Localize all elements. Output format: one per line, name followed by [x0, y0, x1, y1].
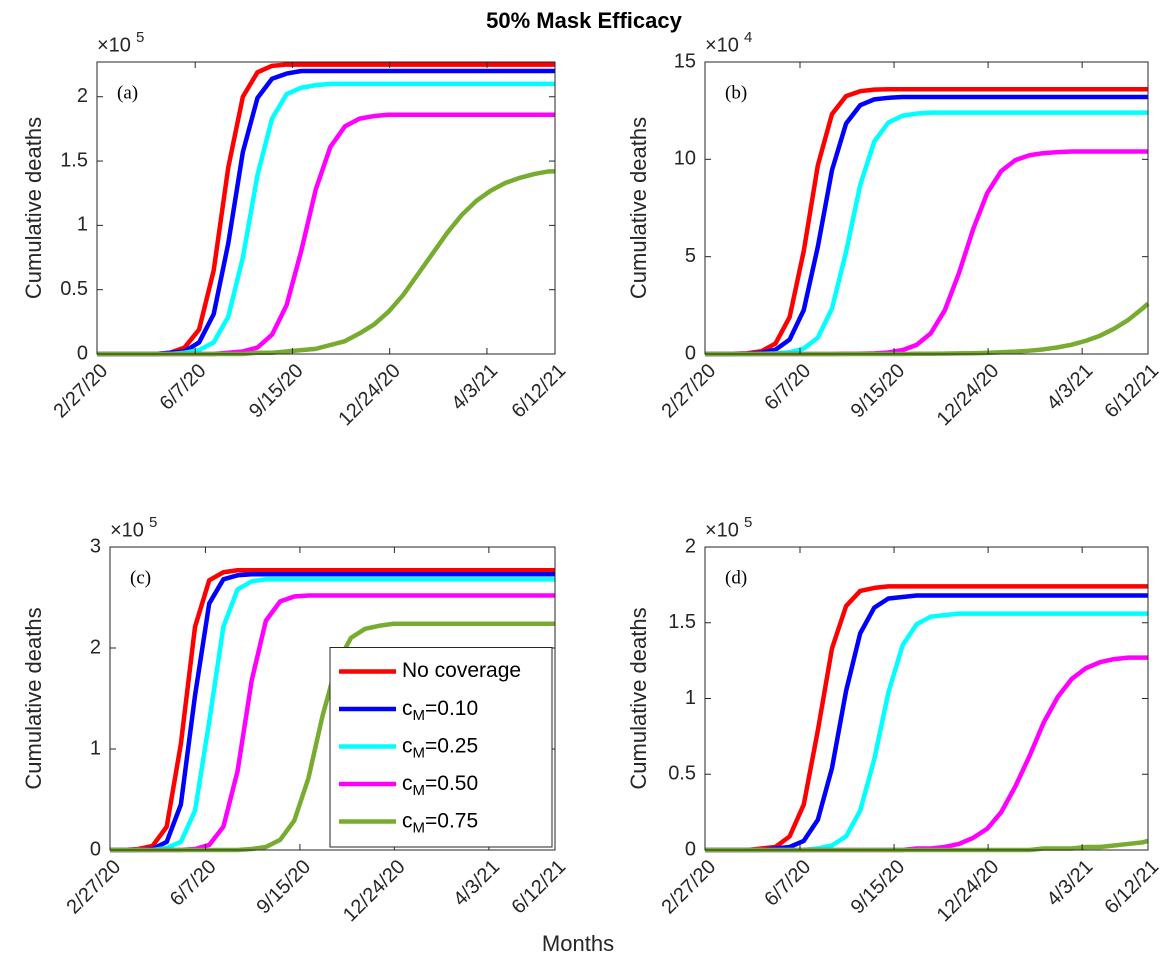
axes-background: [705, 547, 1148, 850]
x-tick-label: 2/27/20: [50, 360, 113, 423]
y-scale-power: 5: [149, 514, 157, 531]
panel-label: (c): [130, 567, 151, 588]
y-tick-label: 0: [77, 342, 88, 364]
axes-frame: [109, 546, 556, 851]
y-tick-label: 10: [674, 148, 696, 170]
y-tick-label: 0: [685, 838, 696, 860]
legend-label: cM=0.50: [402, 772, 478, 799]
x-tick-label: 6/7/20: [166, 856, 221, 911]
y-tick-label: 1: [685, 687, 696, 709]
x-tick-label: 4/3/21: [1043, 856, 1098, 911]
y-axis-label: Cumulative deaths: [21, 607, 46, 789]
x-tick-label: 9/15/20: [847, 856, 910, 919]
x-tick-label: 6/7/20: [156, 360, 211, 415]
x-tick-label: 6/12/21: [508, 856, 571, 919]
y-tick-label: 2: [90, 636, 101, 658]
y-scale-power: 5: [136, 29, 144, 46]
y-tick-label: 0: [90, 838, 101, 860]
x-tick-label: 4/3/21: [449, 856, 504, 911]
y-scale-base: ×10: [110, 519, 144, 541]
line-series: [705, 584, 1148, 853]
line-series: [110, 577, 555, 853]
axes-frame: [704, 61, 1149, 355]
y-tick-label: 1.5: [668, 611, 696, 633]
x-tick-label: 6/7/20: [760, 360, 815, 415]
legend-label: cM=0.75: [402, 809, 478, 836]
x-tick-label: 9/15/20: [245, 360, 308, 423]
x-tick-label: 12/24/20: [933, 856, 1004, 927]
y-tick-label: 2: [685, 535, 696, 557]
x-tick-label: 6/12/21: [1101, 360, 1164, 423]
x-tick-label: 6/12/21: [1101, 856, 1164, 919]
y-scale-base: ×10: [705, 519, 739, 541]
x-tick-label: 4/3/21: [447, 360, 502, 415]
x-tick-label: 6/7/20: [760, 856, 815, 911]
y-tick-label: 1.5: [60, 149, 88, 171]
x-tick-label: 9/15/20: [252, 856, 315, 919]
y-tick-label: 0.5: [60, 278, 88, 300]
line-series: [705, 94, 1148, 357]
axes-background: [705, 62, 1148, 354]
x-tick-label: 4/3/21: [1043, 360, 1098, 415]
y-tick-label: 15: [674, 50, 696, 72]
x-tick-label: 12/24/20: [933, 360, 1004, 431]
x-tick-label: 12/24/20: [334, 360, 405, 431]
legend-label: cM=0.25: [402, 734, 478, 761]
y-tick-label: 5: [685, 245, 696, 267]
x-tick-label: 2/27/20: [63, 856, 126, 919]
y-axis-label: Cumulative deaths: [626, 607, 651, 789]
y-tick-label: 2: [77, 85, 88, 107]
x-tick-label: 9/15/20: [847, 360, 910, 423]
x-tick-label: 12/24/20: [339, 856, 410, 927]
line-series: [110, 572, 555, 853]
x-axis-label: Months: [542, 931, 614, 956]
axes-frame: [96, 61, 556, 355]
y-scale-base: ×10: [705, 34, 739, 56]
panel-label: (d): [725, 567, 747, 588]
legend-label: No coverage: [402, 659, 521, 682]
y-scale-power: 5: [744, 514, 752, 531]
y-axis-label: Cumulative deaths: [21, 117, 46, 299]
line-series: [705, 87, 1148, 357]
figure-title: 50% Mask Efficacy: [486, 8, 682, 33]
x-tick-label: 2/27/20: [658, 856, 721, 919]
y-axis-label: Cumulative deaths: [626, 117, 651, 299]
legend-label: cM=0.10: [402, 697, 478, 724]
x-tick-label: 6/12/21: [508, 360, 571, 423]
y-tick-label: 0: [685, 342, 696, 364]
y-tick-label: 1: [77, 214, 88, 236]
panel-label: (b): [725, 82, 747, 103]
y-scale-power: 4: [744, 29, 752, 46]
y-tick-label: 0.5: [668, 763, 696, 785]
y-tick-label: 1: [90, 737, 101, 759]
y-tick-label: 3: [90, 535, 101, 557]
x-tick-label: 2/27/20: [658, 360, 721, 423]
axes-background: [97, 62, 555, 354]
line-series: [110, 567, 555, 853]
y-scale-base: ×10: [97, 34, 131, 56]
panel-label: (a): [117, 82, 138, 103]
